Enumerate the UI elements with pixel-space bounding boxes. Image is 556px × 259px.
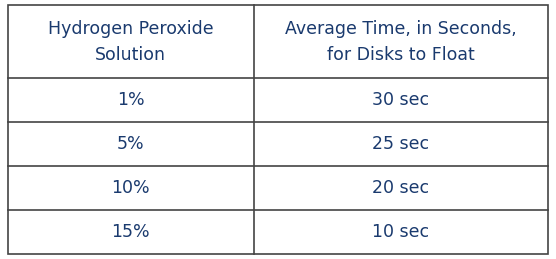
Text: 5%: 5%	[117, 135, 145, 153]
Text: 20 sec: 20 sec	[373, 179, 429, 197]
Text: 25 sec: 25 sec	[373, 135, 429, 153]
Text: 1%: 1%	[117, 91, 145, 109]
Text: Hydrogen Peroxide: Hydrogen Peroxide	[48, 19, 214, 38]
Text: Average Time, in Seconds,: Average Time, in Seconds,	[285, 19, 517, 38]
Text: 10 sec: 10 sec	[373, 223, 429, 241]
Text: for Disks to Float: for Disks to Float	[327, 46, 475, 64]
Text: Solution: Solution	[95, 46, 166, 64]
Text: 10%: 10%	[112, 179, 150, 197]
Text: 15%: 15%	[112, 223, 150, 241]
Text: 30 sec: 30 sec	[373, 91, 429, 109]
